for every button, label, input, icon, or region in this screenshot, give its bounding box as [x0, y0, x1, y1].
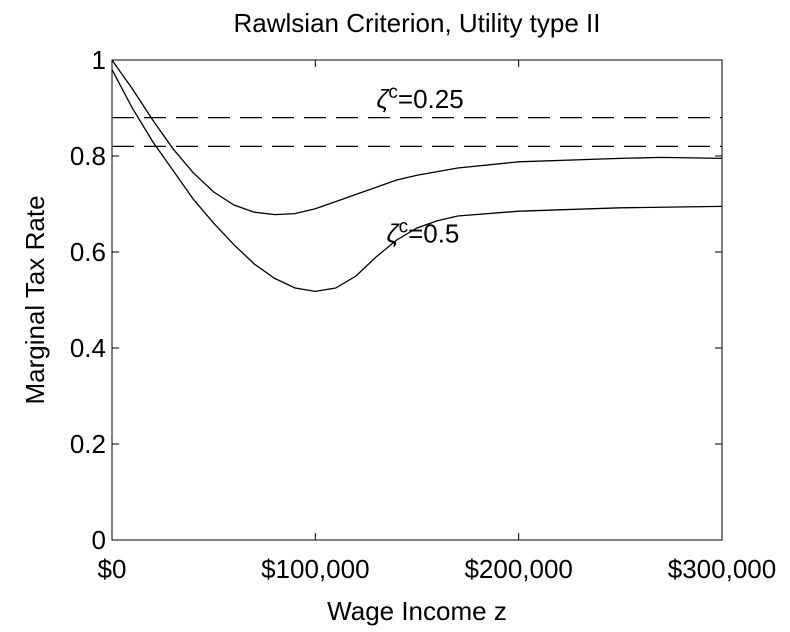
annotation-symbol: ζ	[376, 84, 390, 114]
x-tick-label: $300,000	[668, 554, 776, 584]
chart-title: Rawlsian Criterion, Utility type II	[234, 8, 601, 38]
annotation: ζc=0.25	[376, 82, 463, 114]
plot-frame	[111, 59, 723, 541]
annotation-symbol: ζ	[387, 218, 401, 248]
annotation: ζc=0.5	[387, 216, 460, 248]
series-line	[111, 69, 723, 293]
y-tick-label: 0.2	[70, 429, 106, 459]
x-tick-label: $0	[98, 554, 127, 584]
y-tick-label: 1	[92, 45, 106, 75]
annotation-text: =0.5	[408, 218, 459, 248]
y-axis-label: Marginal Tax Rate	[20, 195, 50, 404]
annotation-text: =0.25	[398, 84, 464, 114]
x-tick-label: $200,000	[464, 554, 572, 584]
series-line	[111, 59, 723, 216]
annotation-sup: c	[388, 82, 398, 103]
annotation-sup: c	[399, 216, 409, 237]
x-tick-label: $100,000	[261, 554, 369, 584]
y-tick-label: 0	[92, 525, 106, 555]
x-axis-label: Wage Income z	[327, 596, 507, 626]
y-tick-label: 0.4	[70, 333, 106, 363]
y-tick-label: 0.6	[70, 237, 106, 267]
y-tick-label: 0.8	[70, 141, 106, 171]
